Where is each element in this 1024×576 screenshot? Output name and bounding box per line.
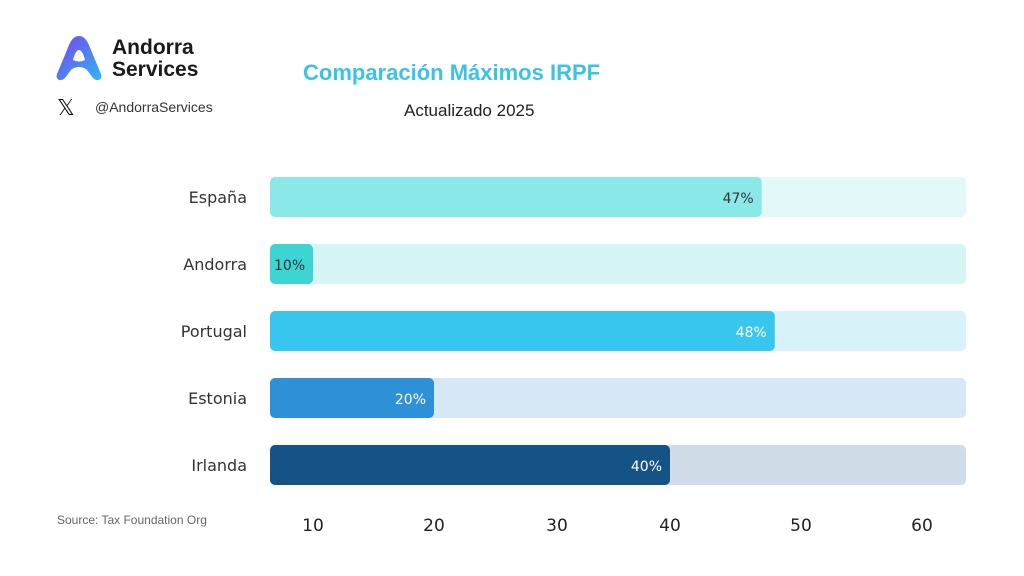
bar bbox=[270, 311, 775, 351]
social-handle: @AndorraServices bbox=[95, 99, 213, 115]
category-label: España bbox=[189, 188, 247, 207]
andorra-services-logo bbox=[56, 36, 102, 81]
category-label: Estonia bbox=[188, 389, 247, 408]
category-label: Portugal bbox=[181, 322, 247, 341]
x-tick-label: 60 bbox=[911, 516, 933, 536]
bar-track bbox=[270, 378, 966, 418]
bar bbox=[270, 445, 670, 485]
category-label: Irlanda bbox=[191, 456, 247, 475]
bar bbox=[270, 244, 313, 284]
chart-subtitle: Actualizado 2025 bbox=[404, 101, 535, 120]
chart-title: Comparación Máximos IRPF bbox=[303, 60, 601, 85]
x-tick-label: 20 bbox=[423, 516, 445, 536]
data-label: 48% bbox=[736, 325, 767, 341]
source-note: Source: Tax Foundation Org bbox=[57, 513, 207, 527]
data-label: 40% bbox=[631, 459, 662, 475]
data-label: 47% bbox=[723, 191, 754, 207]
x-tick-label: 50 bbox=[790, 516, 812, 536]
x-tick-label: 40 bbox=[659, 516, 681, 536]
brand-line1: Andorra bbox=[112, 36, 194, 59]
brand-name: Andorra Services bbox=[112, 37, 198, 81]
x-tick-label: 10 bbox=[302, 516, 324, 536]
x-tick-label: 30 bbox=[546, 516, 568, 536]
bar bbox=[270, 177, 762, 217]
category-label: Andorra bbox=[183, 255, 247, 274]
bar-track bbox=[270, 244, 966, 284]
x-logo-icon: 𝕏 bbox=[57, 95, 75, 120]
bar bbox=[270, 378, 434, 418]
data-label: 10% bbox=[274, 258, 305, 274]
brand-line2: Services bbox=[112, 58, 199, 81]
data-label: 20% bbox=[395, 392, 426, 408]
